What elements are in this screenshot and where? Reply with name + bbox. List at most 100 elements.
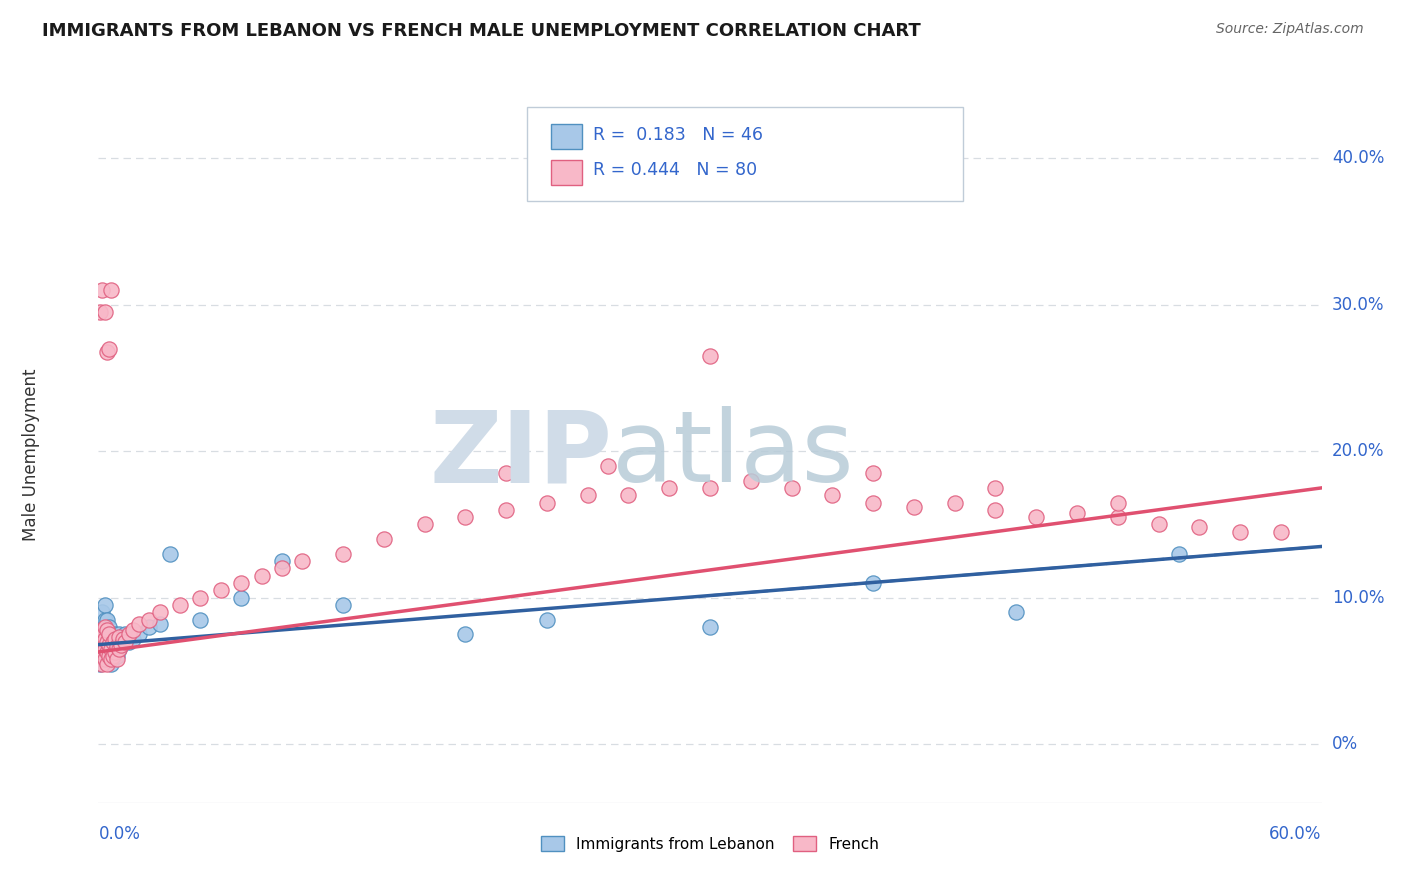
Point xyxy=(100,657,122,671)
Point xyxy=(114,627,136,641)
Point xyxy=(97,638,120,652)
Point xyxy=(576,488,599,502)
Point xyxy=(270,554,294,568)
Point xyxy=(454,627,477,641)
Point xyxy=(93,613,115,627)
Point xyxy=(93,627,115,641)
Text: 20.0%: 20.0% xyxy=(1331,442,1385,460)
Point xyxy=(536,495,558,509)
Point xyxy=(1188,520,1211,534)
Point xyxy=(100,283,122,297)
Text: R =  0.183   N = 46: R = 0.183 N = 46 xyxy=(593,126,763,144)
Point xyxy=(1147,517,1170,532)
Point xyxy=(122,632,145,646)
Point xyxy=(91,623,114,637)
Text: Male Unemployment: Male Unemployment xyxy=(22,368,41,541)
Point xyxy=(1167,547,1189,561)
Point xyxy=(658,481,681,495)
Point xyxy=(91,657,114,671)
Point xyxy=(91,634,114,648)
Point xyxy=(862,576,884,591)
Point xyxy=(780,481,803,495)
Point xyxy=(93,652,115,666)
Point xyxy=(598,458,620,473)
Point xyxy=(169,598,191,612)
Point xyxy=(110,638,132,652)
Point xyxy=(96,623,118,637)
Point xyxy=(96,344,118,359)
Point xyxy=(495,467,517,481)
Point xyxy=(111,632,134,646)
Point xyxy=(97,634,120,648)
Point xyxy=(96,657,118,671)
Point xyxy=(114,634,136,648)
Point xyxy=(943,495,966,509)
Point xyxy=(100,627,122,641)
Point xyxy=(93,598,115,612)
Point xyxy=(1107,495,1129,509)
Point xyxy=(105,639,128,653)
Point xyxy=(413,517,436,532)
Point xyxy=(699,349,721,363)
Point xyxy=(159,547,181,561)
Point xyxy=(128,627,150,641)
Point xyxy=(250,568,273,582)
Point xyxy=(96,645,118,659)
Point xyxy=(149,617,172,632)
Point xyxy=(97,649,120,664)
Point xyxy=(104,645,127,659)
Point xyxy=(101,649,124,664)
Point xyxy=(91,634,114,648)
Point xyxy=(231,591,253,605)
Point xyxy=(97,642,120,657)
Point xyxy=(138,620,160,634)
Point xyxy=(93,632,115,646)
Point xyxy=(188,591,212,605)
Point xyxy=(100,642,122,657)
Point xyxy=(903,500,925,514)
Point xyxy=(122,623,145,637)
Point xyxy=(108,642,131,657)
Point xyxy=(1107,510,1129,524)
Point xyxy=(91,620,114,634)
Point xyxy=(495,503,517,517)
Point xyxy=(821,488,844,502)
Point xyxy=(270,561,294,575)
Point xyxy=(138,613,160,627)
Point xyxy=(105,649,128,664)
Text: atlas: atlas xyxy=(612,407,853,503)
Point xyxy=(111,634,134,648)
Point xyxy=(209,583,232,598)
Point xyxy=(97,627,120,641)
Point xyxy=(93,642,115,657)
Point xyxy=(91,606,114,620)
Point xyxy=(128,617,150,632)
Point xyxy=(89,627,111,641)
Text: 10.0%: 10.0% xyxy=(1331,589,1385,607)
Point xyxy=(373,532,395,546)
Point xyxy=(96,638,118,652)
Point xyxy=(93,634,115,648)
Point xyxy=(100,652,122,666)
Point xyxy=(101,634,124,648)
Point xyxy=(188,613,212,627)
Text: 30.0%: 30.0% xyxy=(1331,296,1385,314)
Point xyxy=(93,305,115,319)
Point xyxy=(984,503,1007,517)
Point xyxy=(93,620,115,634)
Point xyxy=(104,627,127,641)
Point xyxy=(454,510,477,524)
Point xyxy=(332,547,354,561)
Point xyxy=(96,627,118,641)
Text: ZIP: ZIP xyxy=(429,407,612,503)
Text: 0%: 0% xyxy=(1331,735,1358,753)
Point xyxy=(1066,506,1088,520)
Point xyxy=(89,649,111,664)
Point xyxy=(101,649,124,664)
Point xyxy=(1025,510,1047,524)
Point xyxy=(740,474,762,488)
Point xyxy=(149,606,172,620)
Text: 0.0%: 0.0% xyxy=(98,825,141,843)
Point xyxy=(105,652,128,666)
Point xyxy=(108,630,131,644)
